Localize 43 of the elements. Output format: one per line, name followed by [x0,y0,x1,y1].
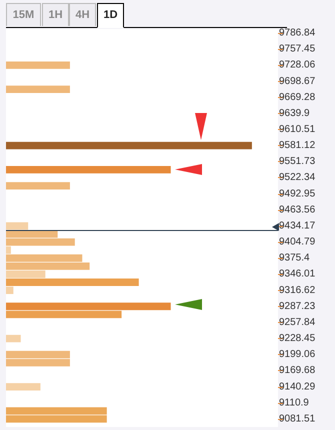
y-tick-label: 9287.23 [279,300,316,312]
y-tick-label: 9434.17 [279,220,316,232]
bar [6,286,14,294]
y-tick-label: 9081.51 [279,413,316,424]
y-tick-label: 9522.34 [279,172,316,184]
text: 1H [42,3,69,26]
y-tick-label: 9698.67 [279,76,316,87]
y-tick-label: 9463.56 [279,204,316,216]
y-tick-label: 9199.06 [279,349,316,360]
y-tick-label: 9669.28 [279,92,316,103]
y-tick-label: 9757.45 [279,44,316,55]
y-tick-label: 9728.06 [279,60,316,71]
y-tick-label: 9404.79 [279,236,316,248]
bar [6,86,70,94]
y-tick-label: 9316.62 [279,284,316,296]
bar [6,166,171,174]
bar [6,222,28,230]
y-tick-label: 9346.01 [279,268,316,280]
y-tick-label: 9228.45 [279,333,316,344]
y-tick-label: 9551.73 [279,156,316,168]
bar [6,334,21,342]
y-tick-label: 9169.68 [279,365,316,376]
y-tick-label: 9639.9 [279,108,310,119]
bar [6,278,139,286]
y-tick-label: 9786.84 [279,28,316,39]
y-tick-label: 9375.4 [279,252,310,264]
bar [6,182,70,190]
y-tick-label: 9581.12 [279,140,316,152]
bar [6,383,40,391]
y-tick-label: 9140.29 [279,381,316,392]
bar [6,270,46,278]
text: 15M [6,3,41,26]
bar [6,61,70,69]
bar [6,302,171,310]
text: 4H [69,3,96,26]
y-tick-label: 9110.9 [279,397,310,408]
bar [6,310,122,318]
y-tick-label: 9492.95 [279,188,316,200]
text: 1D [97,3,124,28]
y-tick-label: 9257.84 [279,316,316,328]
y-tick-label: 9610.51 [279,124,316,136]
bar [6,246,11,254]
bar [6,142,252,150]
